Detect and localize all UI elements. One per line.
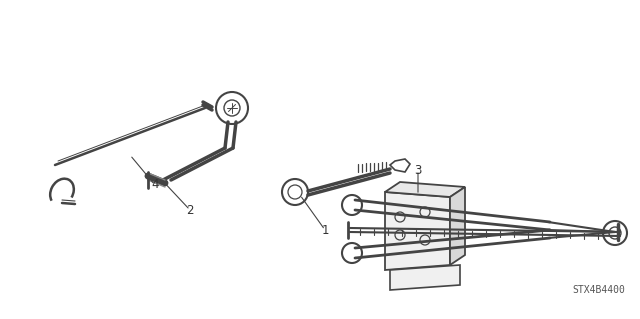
Text: 4: 4 xyxy=(151,179,159,191)
Text: 1: 1 xyxy=(321,224,329,236)
Text: STX4B4400: STX4B4400 xyxy=(572,285,625,295)
Polygon shape xyxy=(385,192,450,270)
Polygon shape xyxy=(450,187,465,265)
Polygon shape xyxy=(390,265,460,290)
Polygon shape xyxy=(385,182,465,197)
Text: 3: 3 xyxy=(414,164,422,176)
Text: 2: 2 xyxy=(186,204,194,217)
